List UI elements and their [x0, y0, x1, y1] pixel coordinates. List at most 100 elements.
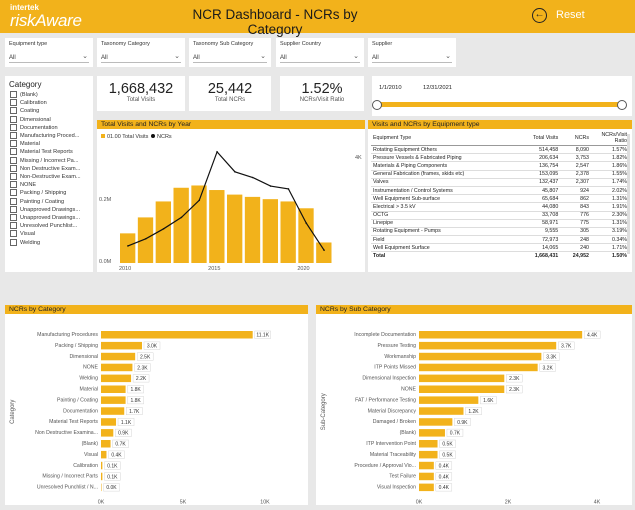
table-header-cell[interactable]: NCRs/Visit Ratio: [591, 131, 629, 146]
category-bar: [419, 472, 434, 481]
chevron-down-icon[interactable]: ⌄: [260, 53, 266, 60]
bar-data-label: 3.7K: [561, 344, 572, 350]
checkbox-icon[interactable]: [10, 148, 17, 156]
table-header-cell[interactable]: Equipment Type: [371, 131, 516, 146]
table-row[interactable]: Pressure Vessels & Fabricated Piping 206,…: [371, 153, 629, 163]
category-option[interactable]: Non-Destructive Exam...: [10, 173, 81, 180]
category-option[interactable]: Unresolved Punchlist...: [10, 222, 77, 230]
checkbox-icon[interactable]: [10, 99, 17, 107]
category-option[interactable]: Material Test Reports: [10, 148, 73, 156]
chevron-down-icon[interactable]: ⌄: [353, 53, 359, 60]
bar-category-label: Painting / Coating: [57, 397, 98, 403]
category-option[interactable]: Missing / Incorrect Pa...: [10, 156, 78, 164]
checkbox-icon[interactable]: [10, 205, 17, 213]
table-row[interactable]: Well Equipment Surface 14,065 240 1.71%: [371, 243, 629, 253]
date-slider-track[interactable]: [377, 102, 623, 107]
checkbox-icon[interactable]: [10, 132, 17, 139]
table-row[interactable]: Field 72,973 248 0.34%: [371, 235, 629, 245]
table-row[interactable]: Well Equipment Sub-surface 65,684 862 1.31%: [371, 194, 629, 204]
category-chart-panel: NCRs by Category Manufacturing Procedure…: [5, 305, 308, 510]
table-cell: 2.30%: [591, 211, 629, 220]
date-slider-start-handle[interactable]: [372, 99, 382, 110]
y-right-tick-label: 4K: [355, 155, 362, 161]
category-option[interactable]: (Blank): [10, 91, 38, 98]
category-option[interactable]: Welding: [10, 238, 40, 246]
bar-category-label: ITP Points Missed: [374, 365, 416, 371]
filter-label: Supplier: [372, 41, 393, 47]
back-arrow-icon[interactable]: ←: [532, 8, 547, 23]
x-tick-label: 2015: [208, 266, 220, 272]
table-cell: Valves: [371, 178, 516, 187]
data-label-box: [543, 352, 560, 361]
checkbox-icon[interactable]: [10, 214, 17, 221]
checkbox-icon[interactable]: [10, 123, 17, 131]
table-row[interactable]: Materials & Piping Components 136,754 2,54…: [371, 161, 629, 171]
table-cell: 1.31%: [591, 219, 629, 228]
category-option[interactable]: Manufacturing Proced...: [10, 132, 79, 139]
table-row[interactable]: Valves 132,437 2,307 1.74%: [371, 178, 629, 187]
category-bar: [101, 385, 126, 393]
filter-supplier[interactable]: Supplier All ⌄: [368, 38, 456, 67]
chevron-down-icon[interactable]: ⌄: [445, 53, 451, 60]
filter-equipment-type[interactable]: Equipment type All ⌄: [5, 38, 93, 67]
category-option[interactable]: Calibration: [10, 99, 47, 107]
checkbox-icon[interactable]: [10, 181, 17, 189]
checkbox-icon[interactable]: [10, 173, 17, 180]
category-option[interactable]: Painting / Coating: [10, 197, 64, 205]
category-option[interactable]: Packing / Shipping: [10, 189, 66, 197]
table-row[interactable]: General Fabrication (frames, skids etc) 1…: [371, 170, 629, 179]
table-cell: 8,090: [560, 145, 591, 155]
category-option[interactable]: Documentation: [10, 123, 58, 131]
table-header-cell[interactable]: NCRs: [560, 131, 591, 146]
category-option-label: NONE: [20, 182, 37, 189]
chevron-down-icon[interactable]: ⌄: [174, 53, 180, 60]
checkbox-icon[interactable]: [10, 197, 17, 205]
table-row[interactable]: Instrumentation / Control Systems 45,807 9…: [371, 186, 629, 196]
category-bar: [419, 341, 557, 350]
table-row[interactable]: OCTG 33,708 776 2.30%: [371, 211, 629, 220]
legend-ncrs-swatch: [151, 134, 155, 138]
chevron-down-icon[interactable]: ⌄: [82, 53, 88, 60]
checkbox-icon[interactable]: [10, 107, 17, 115]
checkbox-icon[interactable]: [10, 222, 17, 230]
x-tick-label: 4K: [594, 500, 601, 506]
table-row[interactable]: Rotating Equipment Others 514,458 8,090 1.5…: [371, 145, 629, 155]
category-option[interactable]: NONE: [10, 181, 37, 189]
bar-category-label: ITP Intervention Point: [366, 441, 416, 447]
date-slider-end-handle[interactable]: [617, 99, 627, 110]
reset-button[interactable]: Reset: [556, 9, 585, 21]
category-bar: [101, 472, 103, 481]
checkbox-icon[interactable]: [10, 140, 17, 148]
checkbox-icon[interactable]: [10, 164, 17, 172]
category-option[interactable]: Unapproved Drawings...: [10, 205, 80, 213]
category-option[interactable]: Unapproved Drawings...: [10, 214, 80, 221]
category-option[interactable]: Visual: [10, 230, 35, 238]
category-option-label: Non-Destructive Exam...: [20, 173, 81, 180]
date-end-input[interactable]: 12/31/2021: [423, 85, 453, 91]
ncrs-point: [162, 228, 165, 230]
filter-supplier-country[interactable]: Supplier Country All ⌄: [276, 38, 364, 67]
filter-taxonomy-sub-category[interactable]: Taxonomy Sub Category All ⌄: [189, 38, 271, 67]
date-start-input[interactable]: 1/1/2010: [379, 85, 402, 91]
table-row[interactable]: Electrical > 3.5 kV 44,080 843 1.91%: [371, 202, 629, 212]
filter-taxonomy-category[interactable]: Taxonomy Category All ⌄: [97, 38, 185, 67]
checkbox-icon[interactable]: [10, 156, 17, 164]
table-scrollbar[interactable]: [627, 134, 630, 254]
checkbox-icon[interactable]: [10, 230, 17, 238]
data-label-box: [108, 450, 125, 459]
y-tick-label: 0.0M: [99, 259, 112, 265]
table-header-cell[interactable]: Total Visits: [515, 131, 561, 146]
table-row[interactable]: Rotating Equipment - Pumps 9,555 305 3.19%: [371, 227, 629, 237]
table-cell: General Fabrication (frames, skids etc): [371, 170, 516, 179]
data-label-box: [254, 330, 271, 339]
category-option[interactable]: Dimensional: [10, 115, 51, 123]
table-row[interactable]: Linepipe 58,971 775 1.31%: [371, 219, 629, 228]
checkbox-icon[interactable]: [10, 238, 17, 246]
category-option[interactable]: Coating: [10, 107, 39, 115]
checkbox-icon[interactable]: [10, 115, 17, 123]
checkbox-icon[interactable]: [10, 91, 17, 98]
category-option[interactable]: Non Destructive Exam...: [10, 164, 80, 172]
checkbox-icon[interactable]: [10, 189, 17, 197]
category-option[interactable]: Material: [10, 140, 40, 148]
bar-data-label: 0.1K: [107, 474, 118, 480]
